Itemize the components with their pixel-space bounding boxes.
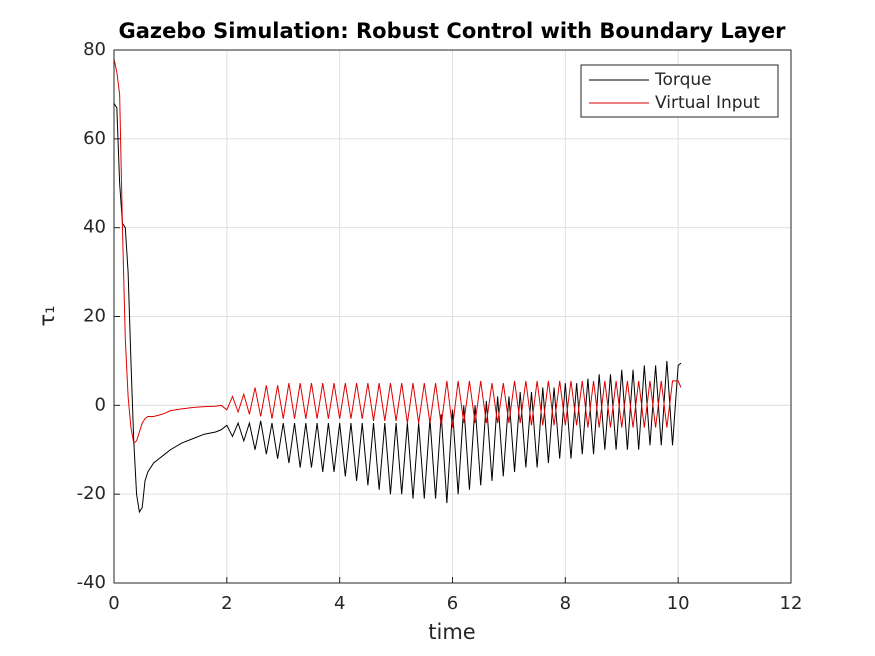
chart-title: Gazebo Simulation: Robust Control with B…: [118, 19, 786, 43]
ticks: 0 2 4 6 8 10 12 -40 -20 0 20 40 60 80: [77, 39, 803, 614]
x-tick-label: 10: [667, 593, 690, 614]
y-tick-label: -40: [77, 572, 106, 593]
y-tick-label: 20: [83, 306, 106, 327]
y-axis-label: τ₁: [35, 305, 59, 326]
y-tick-label: -20: [77, 483, 106, 504]
legend-label: Torque: [654, 70, 712, 90]
x-tick-label: 0: [108, 593, 119, 614]
y-tick-label: 80: [83, 39, 106, 60]
y-tick-label: 40: [83, 217, 106, 238]
legend-box: [580, 64, 779, 118]
x-tick-label: 12: [780, 593, 803, 614]
x-tick-label: 6: [447, 593, 458, 614]
y-tick-label: 0: [95, 394, 106, 415]
series-line: [113, 58, 682, 444]
x-tick-label: 4: [334, 593, 345, 614]
x-axis-label: time: [428, 620, 475, 644]
y-tick-label: 60: [83, 128, 106, 149]
series-line: [113, 103, 682, 514]
legend-label: Virtual Input: [655, 93, 760, 113]
plot-lines: [113, 58, 682, 514]
legend: Torque Virtual Input: [580, 64, 779, 118]
x-tick-label: 8: [560, 593, 571, 614]
x-tick-label: 2: [221, 593, 232, 614]
